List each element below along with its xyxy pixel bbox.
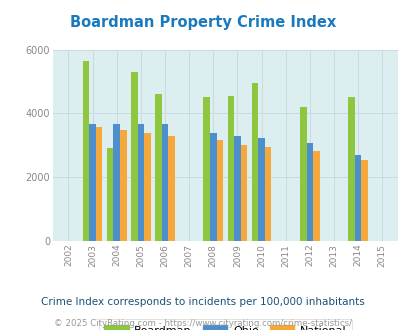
Bar [347, 97, 354, 241]
Bar [234, 136, 240, 241]
Bar [306, 143, 312, 241]
Bar [251, 83, 258, 241]
Bar [107, 148, 113, 241]
Bar [299, 107, 306, 241]
Bar [312, 150, 319, 241]
Bar [216, 140, 222, 241]
Bar [131, 72, 137, 241]
Bar [83, 61, 89, 241]
Bar [227, 96, 234, 241]
Bar [168, 136, 174, 241]
Bar [240, 145, 247, 241]
Bar [137, 124, 144, 241]
Bar [155, 94, 161, 241]
Bar [264, 147, 271, 241]
Bar [161, 124, 168, 241]
Legend: Boardman, Ohio, National: Boardman, Ohio, National [98, 319, 351, 330]
Text: Crime Index corresponds to incidents per 100,000 inhabitants: Crime Index corresponds to incidents per… [41, 297, 364, 307]
Text: © 2025 CityRating.com - https://www.cityrating.com/crime-statistics/: © 2025 CityRating.com - https://www.city… [54, 319, 351, 328]
Bar [209, 133, 216, 241]
Bar [113, 124, 120, 241]
Bar [120, 130, 126, 241]
Bar [203, 97, 209, 241]
Text: Boardman Property Crime Index: Boardman Property Crime Index [70, 15, 335, 30]
Bar [354, 155, 360, 241]
Bar [258, 138, 264, 241]
Bar [89, 124, 96, 241]
Bar [96, 127, 102, 241]
Bar [144, 133, 150, 241]
Bar [360, 160, 367, 241]
